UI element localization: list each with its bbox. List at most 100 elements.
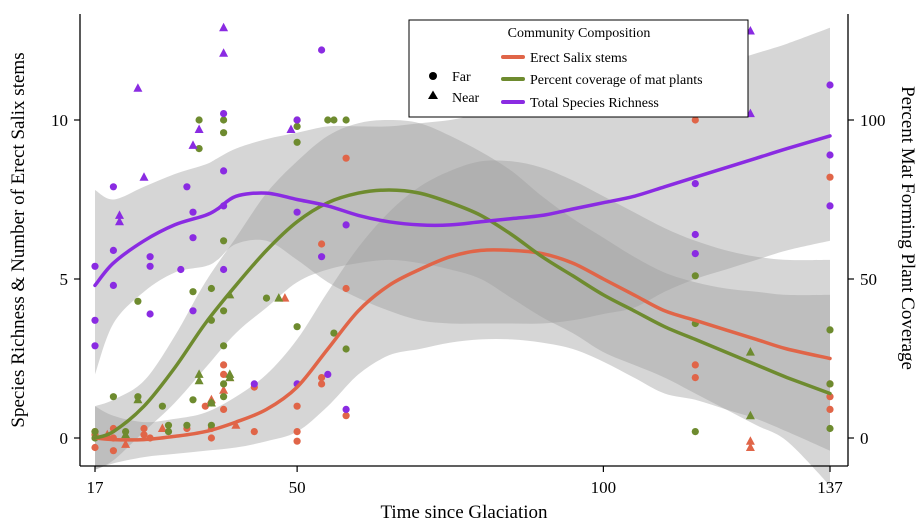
point-far-total-species-richness-11 xyxy=(189,208,197,216)
point-far-total-species-richness-27 xyxy=(342,405,350,413)
point-far-percent-coverage-of-mat-plants-37 xyxy=(691,428,699,436)
point-far-percent-coverage-of-mat-plants-30 xyxy=(324,116,332,124)
point-far-percent-coverage-of-mat-plants-14 xyxy=(207,284,215,293)
point-far-total-species-richness-1 xyxy=(91,316,99,324)
point-far-percent-coverage-of-mat-plants-21 xyxy=(220,307,228,315)
point-far-total-species-richness-17 xyxy=(220,265,228,274)
trend-line-percent-coverage-of-mat-plants xyxy=(93,188,832,440)
point-far-erect-salix-stems-15 xyxy=(220,405,228,413)
point-near-total-species-richness-8 xyxy=(286,124,296,133)
trend-line-total-species-richness xyxy=(93,134,832,288)
legend-near-marker xyxy=(428,90,438,99)
point-far-percent-coverage-of-mat-plants-13 xyxy=(195,116,203,124)
y-right-tick-label-100: 100 xyxy=(860,111,886,130)
point-far-percent-coverage-of-mat-plants-29 xyxy=(293,323,301,331)
point-far-total-species-richness-32 xyxy=(826,151,834,159)
point-far-erect-salix-stems-32 xyxy=(826,393,834,401)
point-far-total-species-richness-5 xyxy=(109,281,117,289)
point-far-percent-coverage-of-mat-plants-34 xyxy=(342,345,350,353)
point-far-erect-salix-stems-33 xyxy=(826,405,834,413)
point-near-total-species-richness-5 xyxy=(194,124,204,133)
point-far-total-species-richness-24 xyxy=(324,370,332,378)
point-near-percent-coverage-of-mat-plants-2 xyxy=(194,369,204,378)
point-near-percent-coverage-of-mat-plants-1 xyxy=(133,394,143,404)
point-far-erect-salix-stems-30 xyxy=(826,173,834,181)
point-far-total-species-richness-7 xyxy=(146,262,154,270)
point-far-percent-coverage-of-mat-plants-35 xyxy=(691,272,699,280)
point-far-total-species-richness-0 xyxy=(91,262,99,270)
point-far-percent-coverage-of-mat-plants-40 xyxy=(826,424,834,433)
point-far-percent-coverage-of-mat-plants-17 xyxy=(207,421,215,429)
point-far-total-species-richness-3 xyxy=(109,183,117,191)
point-far-total-species-richness-19 xyxy=(293,116,301,124)
point-far-percent-coverage-of-mat-plants-31 xyxy=(330,116,338,124)
legend: Community Composition Far Near Erect Sal… xyxy=(408,19,749,118)
point-far-percent-coverage-of-mat-plants-5 xyxy=(134,297,142,305)
point-far-total-species-richness-4 xyxy=(109,246,117,254)
x-tick-label-50: 50 xyxy=(289,478,306,497)
point-far-percent-coverage-of-mat-plants-23 xyxy=(220,380,228,388)
ci-band-erect-salix-stems xyxy=(95,160,830,470)
point-far-percent-coverage-of-mat-plants-39 xyxy=(826,380,834,388)
y-left-tick-label-0: 0 xyxy=(60,429,69,448)
point-far-total-species-richness-14 xyxy=(220,110,228,118)
point-far-percent-coverage-of-mat-plants-11 xyxy=(189,396,197,404)
legend-box xyxy=(408,19,749,118)
point-far-erect-salix-stems-21 xyxy=(318,240,326,248)
point-far-total-species-richness-18 xyxy=(250,380,258,388)
point-far-percent-coverage-of-mat-plants-7 xyxy=(164,421,173,429)
point-far-percent-coverage-of-mat-plants-28 xyxy=(293,138,301,146)
point-near-erect-salix-stems-2 xyxy=(157,423,167,432)
point-far-erect-salix-stems-7 xyxy=(140,424,148,433)
y-left-tick-label-5: 5 xyxy=(60,270,69,289)
point-far-erect-salix-stems-24 xyxy=(342,154,350,162)
point-far-erect-salix-stems-16 xyxy=(250,428,258,436)
point-far-erect-salix-stems-29 xyxy=(691,374,699,382)
legend-far-marker xyxy=(429,72,437,80)
point-far-erect-salix-stems-23 xyxy=(318,374,326,382)
point-far-percent-coverage-of-mat-plants-12 xyxy=(195,145,203,153)
point-far-percent-coverage-of-mat-plants-25 xyxy=(262,294,271,302)
point-far-percent-coverage-of-mat-plants-32 xyxy=(330,329,338,337)
legend-title: Community Composition xyxy=(508,26,651,41)
trend-lines xyxy=(93,134,832,442)
point-far-total-species-richness-12 xyxy=(189,234,197,242)
point-far-percent-coverage-of-mat-plants-6 xyxy=(158,402,166,410)
point-far-total-species-richness-22 xyxy=(318,46,326,54)
point-far-total-species-richness-23 xyxy=(318,253,326,261)
legend-far-label: Far xyxy=(452,70,471,85)
point-near-percent-coverage-of-mat-plants-10 xyxy=(745,410,755,420)
point-near-total-species-richness-4 xyxy=(188,140,198,149)
point-far-erect-salix-stems-22 xyxy=(318,380,326,388)
point-far-percent-coverage-of-mat-plants-2 xyxy=(109,393,117,401)
point-far-erect-salix-stems-3 xyxy=(109,447,117,455)
point-near-total-species-richness-6 xyxy=(219,48,229,57)
point-far-erect-salix-stems-6 xyxy=(140,431,148,439)
point-far-erect-salix-stems-28 xyxy=(691,361,699,369)
point-near-erect-salix-stems-6 xyxy=(231,420,241,429)
point-near-percent-coverage-of-mat-plants-9 xyxy=(745,347,755,356)
point-far-erect-salix-stems-11 xyxy=(207,434,215,442)
point-near-total-species-richness-1 xyxy=(115,216,124,226)
y-axis-left-title: Species Richness & Number of Erect Salix… xyxy=(8,52,29,427)
x-tick-label-17: 17 xyxy=(87,478,105,497)
x-tick-label-100: 100 xyxy=(591,478,617,497)
point-far-percent-coverage-of-mat-plants-9 xyxy=(183,421,191,429)
y-right-tick-label-0: 0 xyxy=(860,429,869,448)
point-far-total-species-richness-15 xyxy=(220,167,228,175)
point-far-total-species-richness-6 xyxy=(146,253,154,261)
point-far-percent-coverage-of-mat-plants-24 xyxy=(220,393,228,401)
point-far-total-species-richness-26 xyxy=(342,221,350,229)
point-far-erect-salix-stems-14 xyxy=(220,370,228,378)
point-far-erect-salix-stems-27 xyxy=(691,116,699,124)
x-tick-label-137: 137 xyxy=(817,478,843,497)
point-far-percent-coverage-of-mat-plants-0 xyxy=(91,428,99,436)
legend-near-label: Near xyxy=(452,91,480,106)
point-far-erect-salix-stems-0 xyxy=(91,443,99,452)
point-far-total-species-richness-30 xyxy=(691,250,699,258)
point-far-total-species-richness-28 xyxy=(691,180,699,188)
point-far-percent-coverage-of-mat-plants-33 xyxy=(342,116,350,124)
y-left-tick-label-10: 10 xyxy=(51,111,68,130)
